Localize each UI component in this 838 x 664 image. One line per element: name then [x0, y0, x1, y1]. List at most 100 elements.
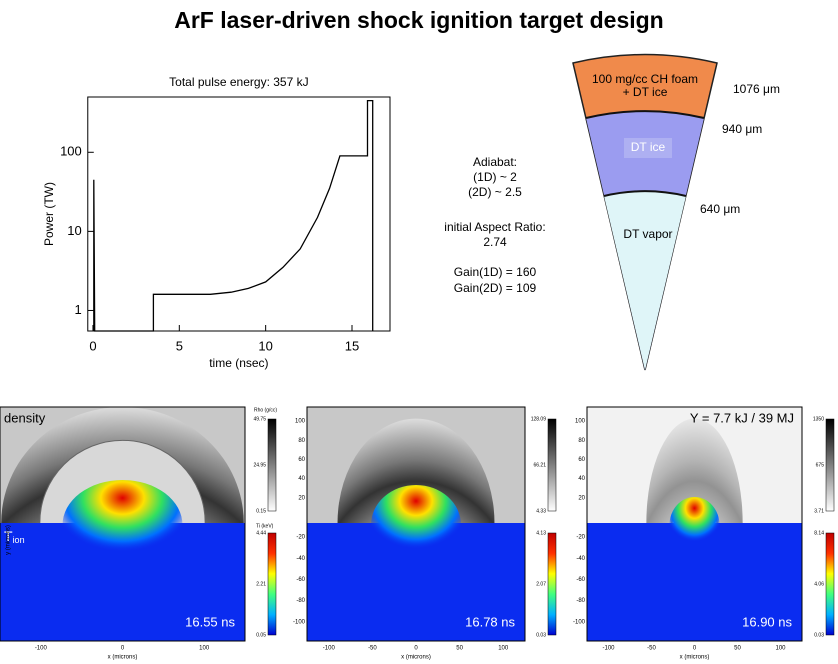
y-tick-label: -40	[296, 556, 305, 562]
x-tick-label: -100	[323, 646, 336, 652]
y-axis-label: y (microns)	[6, 525, 12, 555]
colorbar	[548, 533, 556, 635]
note: Gain(1D) = 160	[454, 265, 537, 279]
y-tick-label: -80	[576, 598, 585, 604]
hot-spot	[371, 485, 461, 565]
x-axis-label: x (microns)	[680, 655, 710, 661]
y-tick-label: 100	[575, 419, 586, 425]
x-tick-label: 10	[258, 338, 272, 353]
pulse-line	[94, 101, 373, 331]
y-tick-label: 20	[298, 495, 305, 501]
radius-label: 940 μm	[722, 122, 762, 136]
y-tick-label: 100	[60, 144, 82, 159]
y-tick-label: -80	[296, 598, 305, 604]
colorbar-label: 3.71	[814, 508, 824, 514]
x-tick-label: 100	[199, 646, 210, 652]
x-axis-label: x (microns)	[401, 655, 431, 661]
y-tick-label: -100	[573, 619, 586, 625]
x-tick-label: 100	[775, 646, 786, 652]
time-label: 16.55 ns	[185, 614, 235, 629]
colorbar	[826, 419, 834, 511]
radius-label: 640 μm	[700, 202, 740, 216]
colorbar-label: 4.13	[536, 530, 546, 536]
plot-frame	[88, 97, 390, 331]
y-tick-label: 40	[578, 476, 585, 482]
colorbar-label: 66.21	[533, 462, 546, 468]
colorbar-label: 49.75	[253, 416, 266, 422]
y-tick-label: -60	[576, 577, 585, 583]
y-tick-label: 10	[67, 223, 81, 238]
colorbar-label: 1350	[813, 416, 824, 422]
x-tick-label: -100	[602, 646, 615, 652]
x-tick-label: -100	[35, 646, 48, 652]
vapor-label: DT vapor	[623, 227, 672, 241]
colorbar	[826, 533, 834, 635]
time-label: 16.90 ns	[742, 614, 792, 629]
foam-label: + DT ice	[623, 85, 668, 99]
colorbar-label: 675	[816, 462, 825, 468]
colorbar-label: 128.09	[531, 416, 547, 422]
x-tick-label: 100	[498, 646, 509, 652]
y-tick-label: -20	[576, 535, 585, 541]
colorbar-label: 24.95	[253, 462, 266, 468]
colorbar	[268, 533, 276, 635]
y-tick-label: 40	[298, 476, 305, 482]
note: (1D) ~ 2	[473, 170, 517, 184]
panel-label: density	[4, 410, 46, 425]
note: initial Aspect Ratio:	[444, 220, 545, 234]
x-tick-label: -50	[647, 646, 656, 652]
x-tick-label: 50	[734, 646, 741, 652]
slide: ArF laser-driven shock ignition target d…	[0, 0, 838, 664]
y-tick-label: 20	[578, 495, 585, 501]
colorbar-title: Ti (keV)	[256, 523, 274, 529]
x-tick-label: 0	[121, 646, 125, 652]
x-tick-label: 50	[456, 646, 463, 652]
colorbar-title: Rho (g/cc)	[254, 407, 277, 413]
x-tick-label: 0	[89, 338, 96, 353]
x-tick-label: 0	[693, 646, 697, 652]
colorbar-label: 4.44	[256, 530, 266, 536]
y-tick-label: 60	[298, 457, 305, 463]
y-tick-label: 60	[578, 457, 585, 463]
ice-label: DT ice	[631, 140, 666, 154]
y-tick-label: 100	[295, 419, 306, 425]
x-axis-label: time (nsec)	[209, 356, 268, 370]
y-tick-label: 80	[578, 438, 585, 444]
x-tick-label: 0	[414, 646, 418, 652]
chart-title: Total pulse energy: 357 kJ	[169, 75, 308, 89]
x-axis-label: x (microns)	[108, 655, 138, 661]
time-label: 16.78 ns	[465, 614, 515, 629]
colorbar-label: 0.03	[536, 632, 546, 638]
colorbar-label: 0.05	[256, 632, 266, 638]
label-sub: ion	[13, 535, 25, 545]
colorbar-label: 2.21	[256, 581, 266, 587]
colorbar-label: 0.15	[256, 508, 266, 514]
y-tick-label: 1	[75, 302, 82, 317]
hot-spot	[670, 497, 720, 553]
y-axis-label: Power (TW)	[42, 182, 56, 246]
vapor-layer	[604, 191, 686, 370]
note: (2D) ~ 2.5	[468, 185, 522, 199]
note: Gain(2D) = 109	[454, 281, 537, 295]
y-tick-label: 80	[298, 438, 305, 444]
colorbar-label: 0.03	[814, 632, 824, 638]
colorbar-label: 8.14	[814, 530, 824, 536]
colorbar-label: 4.33	[536, 508, 546, 514]
x-tick-label: 15	[345, 338, 359, 353]
y-tick-label: -100	[293, 619, 306, 625]
x-tick-label: -50	[368, 646, 377, 652]
note: Adiabat:	[473, 155, 517, 169]
colorbar-label: 2.07	[536, 581, 546, 587]
colorbar-label: 4.06	[814, 581, 824, 587]
x-tick-label: 5	[176, 338, 183, 353]
note: 2.74	[483, 235, 507, 249]
foam-label: 100 mg/cc CH foam	[592, 72, 698, 86]
hot-spot	[63, 480, 183, 570]
panel-label: Y = 7.7 kJ / 39 MJ	[690, 410, 794, 425]
slide-title: ArF laser-driven shock ignition target d…	[174, 7, 663, 33]
y-tick-label: -40	[576, 556, 585, 562]
colorbar	[268, 419, 276, 511]
y-tick-label: -60	[296, 577, 305, 583]
y-tick-label: -20	[296, 535, 305, 541]
colorbar	[548, 419, 556, 511]
